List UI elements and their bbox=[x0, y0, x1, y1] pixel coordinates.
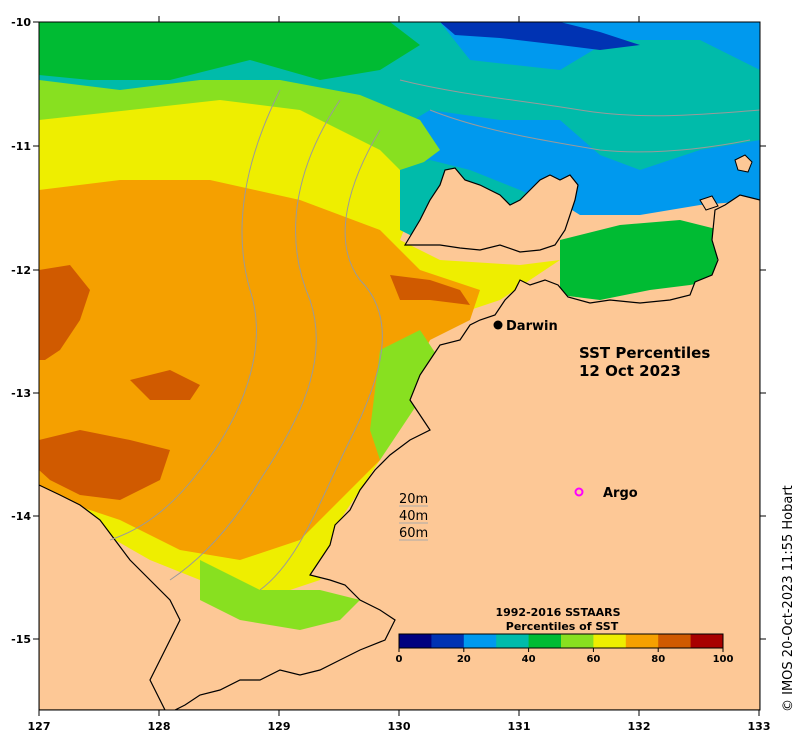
colorbar-swatch bbox=[658, 634, 692, 648]
depth-contours bbox=[109, 79, 760, 591]
lon-tick-label: 127 bbox=[28, 720, 51, 733]
colorbar-ticks: 0 20 40 60 80 100 bbox=[396, 648, 734, 665]
colorbar-swatches bbox=[399, 634, 724, 648]
colorbar-tick-label: 40 bbox=[522, 654, 536, 665]
colorbar-swatch bbox=[528, 634, 562, 648]
colorbar-tick-label: 0 bbox=[396, 654, 403, 665]
colorbar-swatch bbox=[431, 634, 465, 648]
ocean-deep-blue bbox=[440, 22, 640, 50]
latitude-labels: -10 -11 -12 -13 -14 -15 bbox=[11, 16, 31, 646]
colorbar-title-line2: Percentiles of SST bbox=[506, 620, 619, 633]
land-southwest-coast bbox=[39, 484, 181, 710]
lat-tick-label: -10 bbox=[11, 16, 31, 29]
map-date: 12 Oct 2023 bbox=[579, 362, 681, 380]
depth-legend-60m: 60m bbox=[399, 526, 428, 541]
ocean-lime-coast bbox=[370, 330, 440, 460]
contour-40m bbox=[169, 99, 341, 581]
land bbox=[39, 154, 760, 710]
colorbar-frame bbox=[398, 633, 724, 649]
land-coburg-peninsula bbox=[403, 167, 579, 253]
colorbar-tick-label: 60 bbox=[586, 654, 600, 665]
colorbar-swatch bbox=[496, 634, 530, 648]
argo-label: Argo bbox=[603, 486, 638, 501]
lat-tick-label: -13 bbox=[11, 387, 31, 400]
lat-tick-label: -15 bbox=[11, 633, 31, 646]
colorbar-swatch bbox=[593, 634, 627, 648]
darwin-label: Darwin bbox=[506, 319, 558, 334]
colorbar-tick-label: 20 bbox=[457, 654, 471, 665]
ocean-dark-orange-west bbox=[39, 265, 90, 360]
contour-20m bbox=[259, 129, 383, 591]
sst-field bbox=[39, 22, 760, 630]
lat-tick-label: -11 bbox=[11, 140, 31, 153]
darwin-marker bbox=[493, 320, 503, 330]
colorbar-title-line1: 1992-2016 SSTAARS bbox=[495, 606, 620, 619]
lat-tick-label: -12 bbox=[11, 264, 31, 277]
land-island-2 bbox=[699, 195, 719, 211]
colorbar-swatch bbox=[399, 634, 432, 648]
land-arnhem bbox=[174, 194, 760, 710]
colorbar-tick-label: 80 bbox=[651, 654, 665, 665]
contour-north bbox=[429, 109, 751, 153]
lon-tick-label: 131 bbox=[508, 720, 531, 733]
colorbar-swatch bbox=[561, 634, 594, 648]
axis-ticks bbox=[33, 16, 766, 716]
ocean-green-northcoast bbox=[560, 220, 720, 300]
lon-tick-label: 129 bbox=[268, 720, 291, 733]
imos-credit: © IMOS 20-Oct-2023 11:55 Hobart bbox=[781, 485, 796, 712]
longitude-labels: 127 128 129 130 131 132 133 bbox=[28, 720, 771, 733]
lon-tick-label: 132 bbox=[628, 720, 651, 733]
ocean-dark-orange-southwest bbox=[39, 430, 170, 500]
ocean-green-south bbox=[200, 560, 360, 630]
contour-north-2 bbox=[399, 79, 760, 117]
lat-tick-label: -14 bbox=[11, 510, 31, 523]
colorbar-tick-label: 100 bbox=[713, 654, 734, 665]
depth-legend: 20m 40m 60m bbox=[399, 492, 428, 541]
colorbar-swatch bbox=[690, 634, 724, 648]
argo-marker bbox=[574, 487, 584, 497]
colorbar-swatch bbox=[463, 634, 497, 648]
lon-tick-label: 130 bbox=[388, 720, 411, 733]
depth-legend-40m: 40m bbox=[399, 509, 428, 524]
land-island-1 bbox=[734, 154, 753, 173]
ocean-dark-orange-mid bbox=[130, 370, 200, 400]
ocean-north-green bbox=[39, 22, 420, 80]
map-title: SST Percentiles bbox=[579, 344, 710, 362]
lon-tick-label: 133 bbox=[748, 720, 771, 733]
lon-tick-label: 128 bbox=[148, 720, 171, 733]
depth-legend-20m: 20m bbox=[399, 492, 428, 507]
ocean-dark-orange-darwin bbox=[390, 275, 470, 305]
contour-60m bbox=[109, 89, 281, 541]
colorbar: 1992-2016 SSTAARS Percentiles of SST 0 20… bbox=[396, 606, 734, 665]
colorbar-swatch bbox=[625, 634, 659, 648]
